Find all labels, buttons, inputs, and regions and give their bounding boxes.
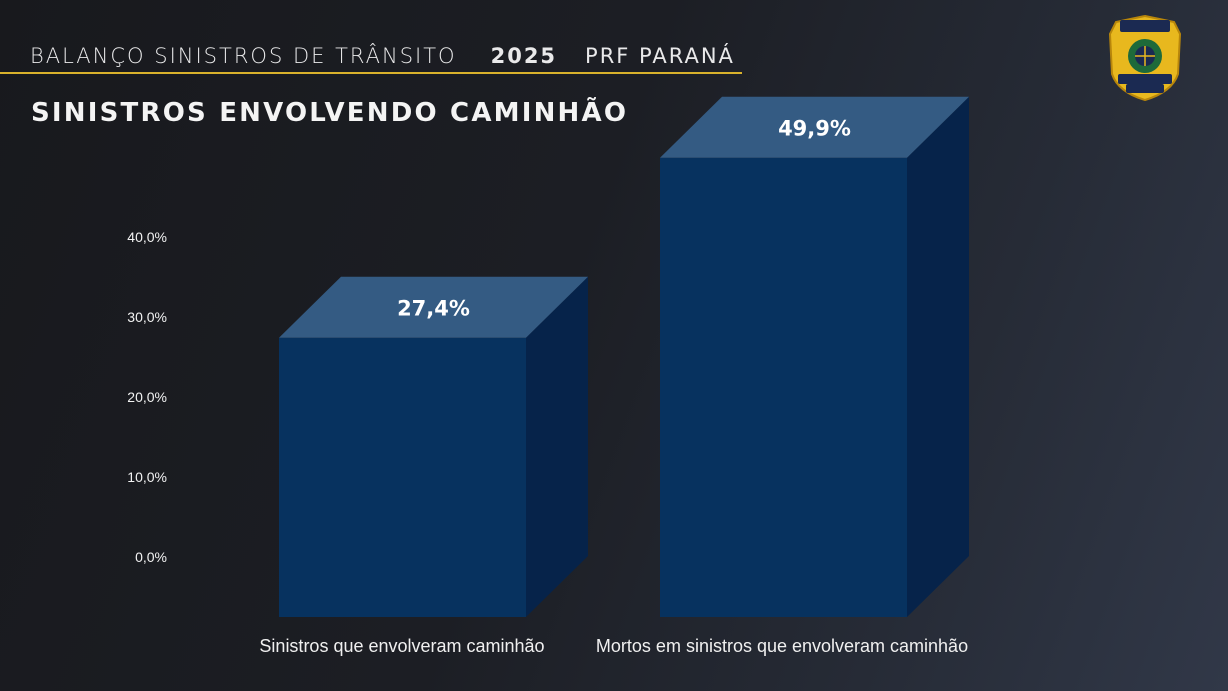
bar-data-label: 27,4% [397,296,470,320]
category-label: Mortos em sinistros que envolveram camin… [596,636,968,656]
bar-top-face [279,276,588,338]
report-year: 2025 [490,44,558,68]
report-header: BALANÇO SINISTROS DE TRÂNSITO 2025 PRF P… [30,44,735,74]
bar-data-label: 49,9% [778,116,851,140]
y-tick-label: 20,0% [127,389,167,405]
bar: 49,9% [660,96,969,618]
bar-front-face [279,337,526,617]
bar-side-face [526,276,588,617]
bar-series: 27,4% 49,9% [279,96,969,618]
bar-side-face [907,96,969,618]
prf-badge-icon [1108,14,1182,102]
bar-top-face [660,96,969,158]
y-tick-label: 10,0% [127,469,167,485]
category-label: Sinistros que envolveram caminhão [259,636,544,656]
report-region: PRF PARANÁ [585,44,735,68]
report-title: BALANÇO SINISTROS DE TRÂNSITO [30,44,457,68]
bar-front-face [660,157,907,618]
y-tick-label: 30,0% [127,309,167,325]
x-axis-labels: Sinistros que envolveram caminhão Mortos … [259,636,968,656]
header-underline [0,72,742,74]
bar: 27,4% [279,276,588,617]
y-tick-label: 40,0% [127,229,167,245]
y-tick-label: 0,0% [135,549,167,565]
chart-subtitle: SINISTROS ENVOLVENDO CAMINHÃO [31,98,629,128]
y-axis: 0,0% 10,0% 20,0% 30,0% 40,0% [127,229,167,565]
